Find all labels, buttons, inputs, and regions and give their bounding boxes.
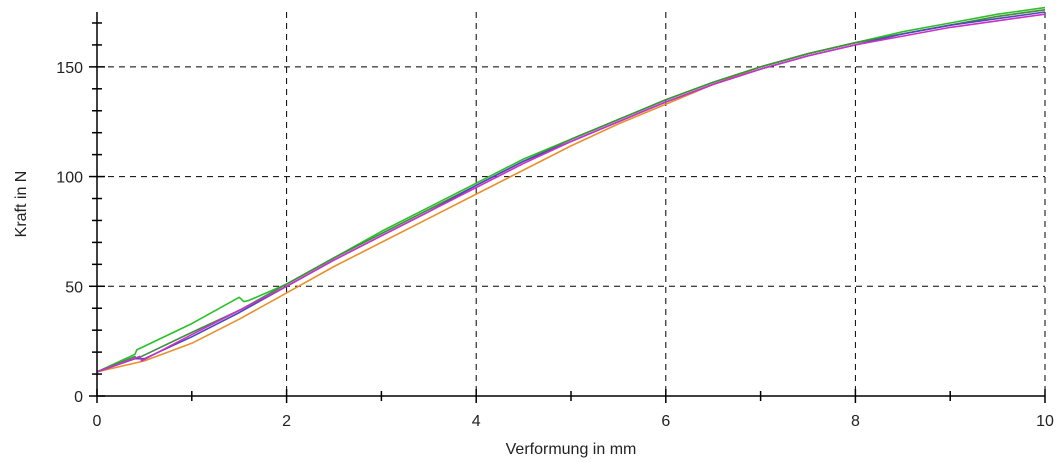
x-axis-title: Verformung in mm (506, 441, 637, 458)
grid (97, 12, 1046, 396)
series-line-1 (96, 9, 1046, 373)
x-tick-label: 4 (472, 413, 481, 430)
y-tick-label: 50 (65, 279, 83, 296)
y-tick-label: 150 (56, 60, 83, 77)
axes (96, 12, 1045, 397)
y-tick-label: 0 (74, 389, 83, 406)
x-tick-label: 0 (93, 413, 102, 430)
ticks (89, 22, 1046, 403)
series-lines (96, 6, 1046, 373)
x-tick-label: 2 (282, 413, 291, 430)
x-tick-label: 8 (851, 413, 860, 430)
y-tick-label: 100 (56, 170, 83, 187)
y-axis-title: Kraft in N (13, 171, 30, 238)
series-line-5 (96, 13, 1046, 373)
x-tick-label: 6 (661, 413, 670, 430)
series-line-3 (96, 9, 1046, 373)
series-line-2 (96, 6, 1046, 373)
x-tick-label: 10 (1036, 413, 1054, 430)
series-line-4 (96, 11, 1046, 373)
